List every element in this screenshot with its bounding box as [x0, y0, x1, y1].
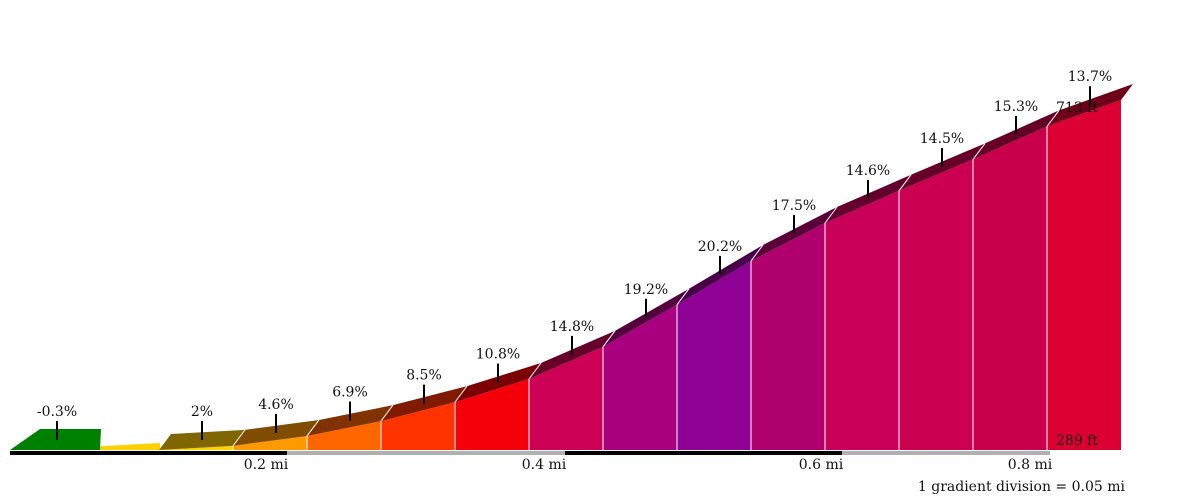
grade-label: 14.5% [920, 131, 964, 147]
grade-label: 4.6% [258, 397, 294, 413]
x-tick-label: 0.4 mi [522, 457, 567, 473]
segment-side [233, 435, 307, 450]
divider-line [676, 288, 690, 306]
divider-line [898, 174, 912, 192]
divider-line [380, 404, 394, 422]
segment-side [455, 379, 529, 450]
elevation-min-label: 289 ft [1056, 433, 1098, 449]
grade-markers: -0.3% 2% 4.6% 6.9% 8.5% 10.8% 14.8% 19.2% 20.2% 1… [37, 69, 1112, 440]
divider-line [1046, 110, 1060, 127]
segment-top [751, 206, 837, 261]
grade-label: 13.7% [1068, 69, 1112, 85]
divider-line [454, 385, 468, 403]
divider-line [306, 419, 320, 437]
grade-label: 14.6% [846, 163, 890, 179]
divider-line [232, 429, 246, 447]
grade-label: 19.2% [624, 282, 668, 298]
grade-label: 14.8% [550, 319, 594, 335]
grade-label: 15.3% [994, 99, 1038, 115]
axis-band [10, 451, 287, 455]
divider-line [528, 362, 542, 380]
segment-side [899, 159, 973, 450]
divider-line [824, 206, 838, 224]
grade-label: 17.5% [772, 198, 816, 214]
segment-side [1047, 100, 1121, 450]
axis-band [565, 451, 842, 455]
segment-side [85, 443, 160, 450]
distance-axis: 0.2 mi 0.4 mi 0.6 mi 0.8 mi [10, 451, 1053, 473]
segment-top [10, 429, 101, 450]
segment-sides [85, 100, 1121, 450]
elevation-max-label: 713 ft [1056, 100, 1098, 116]
x-tick-label: 0.8 mi [1008, 457, 1053, 473]
segment-side [677, 260, 751, 450]
grade-label: 10.8% [476, 347, 520, 363]
divider-line [972, 143, 986, 160]
grade-label: 8.5% [406, 368, 442, 384]
gradient-division-note: 1 gradient division = 0.05 mi [918, 479, 1126, 495]
segment-side [307, 421, 381, 450]
grade-label: 6.9% [332, 385, 368, 401]
grade-label: 2% [191, 404, 213, 420]
segment-side [751, 222, 825, 450]
segment-side [381, 402, 455, 450]
segment-side [159, 445, 233, 450]
divider-line [750, 244, 764, 262]
x-tick-label: 0.2 mi [244, 457, 289, 473]
segment-top [159, 429, 245, 450]
x-tick-label: 0.6 mi [799, 457, 844, 473]
segment-side [825, 190, 899, 450]
gradient-dividers [232, 110, 1060, 450]
axis-band [287, 451, 565, 455]
divider-line [602, 330, 616, 348]
grade-label: 20.2% [698, 239, 742, 255]
segment-side [603, 304, 677, 450]
segment-side [529, 346, 603, 450]
segment-side [973, 126, 1047, 450]
axis-band [842, 451, 1050, 455]
grade-label: -0.3% [37, 404, 77, 420]
